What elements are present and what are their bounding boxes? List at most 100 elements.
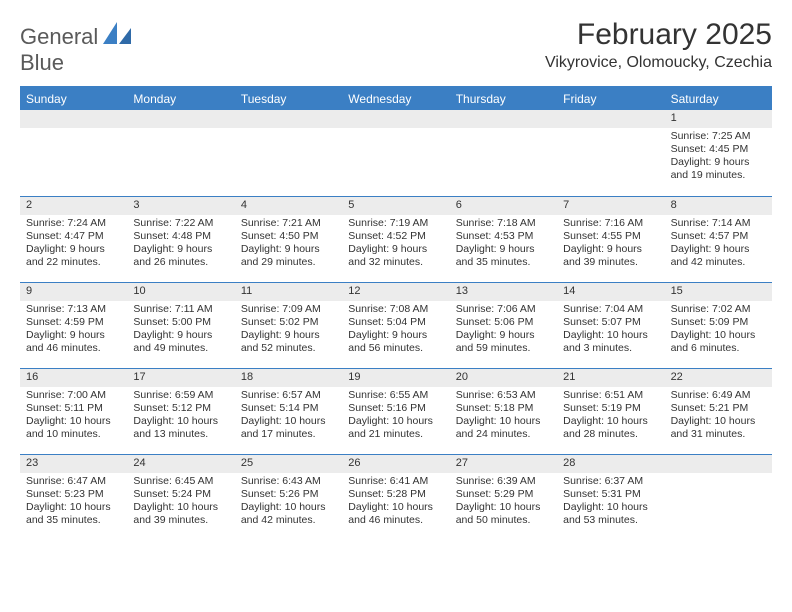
day-daylight1: Daylight: 9 hours <box>671 156 766 169</box>
day-body: Sunrise: 7:25 AMSunset: 4:45 PMDaylight:… <box>665 128 772 187</box>
day-cell: 8Sunrise: 7:14 AMSunset: 4:57 PMDaylight… <box>665 196 772 282</box>
day-sunrise: Sunrise: 7:22 AM <box>133 217 228 230</box>
day-cell: 21Sunrise: 6:51 AMSunset: 5:19 PMDayligh… <box>557 368 664 454</box>
day-daylight1: Daylight: 10 hours <box>241 501 336 514</box>
day-sunrise: Sunrise: 6:41 AM <box>348 475 443 488</box>
day-cell: 16Sunrise: 7:00 AMSunset: 5:11 PMDayligh… <box>20 368 127 454</box>
weekday-sunday: Sunday <box>20 88 127 110</box>
day-daylight2: and 3 minutes. <box>563 342 658 355</box>
day-cell-blank <box>665 454 772 540</box>
weekday-saturday: Saturday <box>665 88 772 110</box>
day-sunrise: Sunrise: 6:53 AM <box>456 389 551 402</box>
day-sunrise: Sunrise: 6:39 AM <box>456 475 551 488</box>
day-sunset: Sunset: 5:31 PM <box>563 488 658 501</box>
day-daylight2: and 10 minutes. <box>26 428 121 441</box>
day-sunrise: Sunrise: 7:11 AM <box>133 303 228 316</box>
day-sunrise: Sunrise: 6:55 AM <box>348 389 443 402</box>
day-number-band: 19 <box>342 369 449 387</box>
day-body: Sunrise: 6:59 AMSunset: 5:12 PMDaylight:… <box>127 387 234 446</box>
day-body: Sunrise: 7:00 AMSunset: 5:11 PMDaylight:… <box>20 387 127 446</box>
day-sunrise: Sunrise: 6:49 AM <box>671 389 766 402</box>
day-sunset: Sunset: 4:59 PM <box>26 316 121 329</box>
day-daylight1: Daylight: 10 hours <box>133 415 228 428</box>
day-body: Sunrise: 7:14 AMSunset: 4:57 PMDaylight:… <box>665 215 772 274</box>
day-sunrise: Sunrise: 7:06 AM <box>456 303 551 316</box>
day-number-band: 1 <box>665 110 772 128</box>
day-number-band: 11 <box>235 283 342 301</box>
day-sunset: Sunset: 5:29 PM <box>456 488 551 501</box>
day-body: Sunrise: 7:16 AMSunset: 4:55 PMDaylight:… <box>557 215 664 274</box>
day-sunset: Sunset: 5:00 PM <box>133 316 228 329</box>
day-sunrise: Sunrise: 6:43 AM <box>241 475 336 488</box>
day-daylight2: and 53 minutes. <box>563 514 658 527</box>
day-daylight2: and 56 minutes. <box>348 342 443 355</box>
day-body: Sunrise: 7:24 AMSunset: 4:47 PMDaylight:… <box>20 215 127 274</box>
logo-word1: General <box>20 24 98 49</box>
day-cell: 23Sunrise: 6:47 AMSunset: 5:23 PMDayligh… <box>20 454 127 540</box>
logo-sail-icon <box>103 22 131 44</box>
day-body: Sunrise: 6:39 AMSunset: 5:29 PMDaylight:… <box>450 473 557 532</box>
day-daylight2: and 22 minutes. <box>26 256 121 269</box>
day-body: Sunrise: 7:22 AMSunset: 4:48 PMDaylight:… <box>127 215 234 274</box>
day-body: Sunrise: 7:02 AMSunset: 5:09 PMDaylight:… <box>665 301 772 360</box>
day-body: Sunrise: 6:37 AMSunset: 5:31 PMDaylight:… <box>557 473 664 532</box>
day-daylight2: and 21 minutes. <box>348 428 443 441</box>
day-sunset: Sunset: 4:45 PM <box>671 143 766 156</box>
day-daylight1: Daylight: 9 hours <box>133 329 228 342</box>
day-body: Sunrise: 6:41 AMSunset: 5:28 PMDaylight:… <box>342 473 449 532</box>
day-number-band <box>127 110 234 128</box>
day-sunset: Sunset: 4:55 PM <box>563 230 658 243</box>
day-sunrise: Sunrise: 7:13 AM <box>26 303 121 316</box>
day-daylight1: Daylight: 9 hours <box>456 243 551 256</box>
day-cell-blank <box>127 110 234 196</box>
day-body: Sunrise: 7:09 AMSunset: 5:02 PMDaylight:… <box>235 301 342 360</box>
day-sunset: Sunset: 5:11 PM <box>26 402 121 415</box>
day-sunset: Sunset: 5:04 PM <box>348 316 443 329</box>
week-row: 1Sunrise: 7:25 AMSunset: 4:45 PMDaylight… <box>20 110 772 196</box>
day-daylight2: and 31 minutes. <box>671 428 766 441</box>
day-number-band: 22 <box>665 369 772 387</box>
day-daylight1: Daylight: 10 hours <box>26 415 121 428</box>
day-cell-blank <box>557 110 664 196</box>
day-daylight2: and 32 minutes. <box>348 256 443 269</box>
day-cell: 17Sunrise: 6:59 AMSunset: 5:12 PMDayligh… <box>127 368 234 454</box>
day-sunset: Sunset: 5:21 PM <box>671 402 766 415</box>
week-row: 9Sunrise: 7:13 AMSunset: 4:59 PMDaylight… <box>20 282 772 368</box>
day-cell-blank <box>342 110 449 196</box>
day-daylight1: Daylight: 10 hours <box>456 501 551 514</box>
day-body: Sunrise: 7:06 AMSunset: 5:06 PMDaylight:… <box>450 301 557 360</box>
day-body: Sunrise: 7:04 AMSunset: 5:07 PMDaylight:… <box>557 301 664 360</box>
day-number-band <box>342 110 449 128</box>
day-daylight1: Daylight: 10 hours <box>26 501 121 514</box>
day-number-band: 3 <box>127 197 234 215</box>
day-daylight1: Daylight: 10 hours <box>348 501 443 514</box>
day-daylight1: Daylight: 9 hours <box>241 243 336 256</box>
day-sunrise: Sunrise: 7:08 AM <box>348 303 443 316</box>
logo: General Blue <box>20 18 131 76</box>
day-sunset: Sunset: 4:50 PM <box>241 230 336 243</box>
day-cell: 20Sunrise: 6:53 AMSunset: 5:18 PMDayligh… <box>450 368 557 454</box>
day-number-band: 20 <box>450 369 557 387</box>
day-cell: 10Sunrise: 7:11 AMSunset: 5:00 PMDayligh… <box>127 282 234 368</box>
day-sunset: Sunset: 5:28 PM <box>348 488 443 501</box>
day-cell: 19Sunrise: 6:55 AMSunset: 5:16 PMDayligh… <box>342 368 449 454</box>
day-body: Sunrise: 7:18 AMSunset: 4:53 PMDaylight:… <box>450 215 557 274</box>
week-row: 2Sunrise: 7:24 AMSunset: 4:47 PMDaylight… <box>20 196 772 282</box>
day-cell-blank <box>450 110 557 196</box>
day-number-band: 18 <box>235 369 342 387</box>
day-cell-blank <box>20 110 127 196</box>
day-daylight1: Daylight: 9 hours <box>26 329 121 342</box>
header: General Blue February 2025 Vikyrovice, O… <box>20 18 772 76</box>
day-sunrise: Sunrise: 6:57 AM <box>241 389 336 402</box>
day-cell: 14Sunrise: 7:04 AMSunset: 5:07 PMDayligh… <box>557 282 664 368</box>
day-sunset: Sunset: 5:14 PM <box>241 402 336 415</box>
day-daylight1: Daylight: 10 hours <box>133 501 228 514</box>
day-cell: 15Sunrise: 7:02 AMSunset: 5:09 PMDayligh… <box>665 282 772 368</box>
page-title: February 2025 <box>545 18 772 52</box>
day-daylight1: Daylight: 10 hours <box>563 329 658 342</box>
day-sunrise: Sunrise: 7:02 AM <box>671 303 766 316</box>
day-cell: 3Sunrise: 7:22 AMSunset: 4:48 PMDaylight… <box>127 196 234 282</box>
day-number-band <box>450 110 557 128</box>
day-sunset: Sunset: 5:24 PM <box>133 488 228 501</box>
day-cell: 12Sunrise: 7:08 AMSunset: 5:04 PMDayligh… <box>342 282 449 368</box>
